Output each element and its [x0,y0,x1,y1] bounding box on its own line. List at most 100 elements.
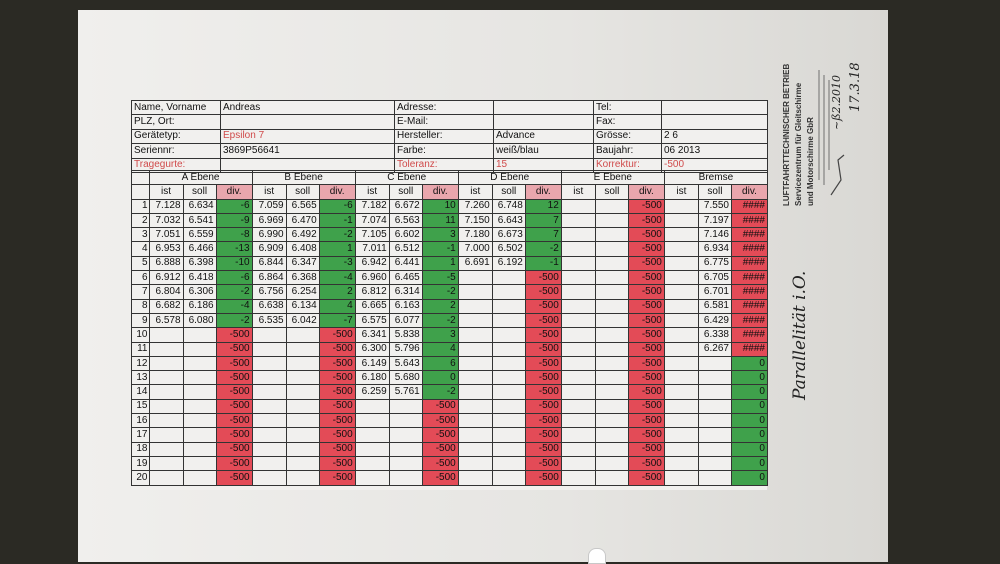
row-number: 2 [131,212,150,229]
cell-div: -500 [627,370,665,386]
cell-div: -500 [627,384,665,400]
row-number: 11 [131,341,150,357]
column-header-div: div. [627,184,665,200]
cell-soll [182,384,217,400]
cell-div: 10 [421,198,459,214]
info-label: E-Mail: [394,114,494,130]
cell-ist [560,398,596,415]
cell-ist [148,455,184,472]
cell-soll: 6.559 [182,227,217,243]
info-value [220,114,395,130]
cell-ist [457,298,493,314]
cell-ist: 7.105 [354,227,390,243]
cell-soll [491,284,526,300]
cell-ist: 7.032 [148,212,184,229]
cell-div: 3 [421,327,459,343]
row-number: 3 [131,227,150,243]
column-header-div: div. [421,184,459,200]
cell-soll [285,413,320,429]
cell-div: -500 [318,355,356,372]
info-label: PLZ, Ort: [131,114,221,130]
cell-div: -500 [627,270,665,286]
cell-div: #### [730,312,768,329]
cell-ist: 6.300 [354,341,390,357]
cell-soll [285,370,320,386]
cell-soll [182,327,217,343]
cell-div: -4 [215,298,253,314]
cell-ist [251,341,287,357]
cell-soll: 6.470 [285,212,320,229]
cell-div: -10 [215,255,253,272]
cell-div: 2 [318,284,356,300]
cell-div: -6 [215,270,253,286]
column-header-soll: soll [182,184,217,200]
cell-soll: 6.441 [388,255,423,272]
cell-soll [388,427,423,443]
cell-soll [285,355,320,372]
cell-ist [148,470,184,486]
cell-soll: 6.267 [697,341,732,357]
cell-div: -3 [318,255,356,272]
info-label: Farbe: [394,143,494,159]
cell-ist [251,427,287,443]
info-label: Grösse: [593,128,662,145]
cell-soll: 6.672 [388,198,423,214]
table-row: 2 7.032 6.541 -9 6.969 6.470 -1 7.074 6.563 11 7.1… [131,212,768,229]
cell-ist [663,227,699,243]
cell-ist [663,427,699,443]
cell-soll [285,341,320,357]
cell-div: #### [730,327,768,343]
cell-ist: 6.638 [251,298,287,314]
cell-div: -500 [215,384,253,400]
cell-soll: 6.541 [182,212,217,229]
cell-ist [251,327,287,343]
cell-soll [491,341,526,357]
cell-soll [182,441,217,457]
info-value [661,114,768,130]
cell-soll: 6.080 [182,312,217,329]
corner-cell [131,184,150,200]
cell-soll [491,298,526,314]
cell-div: -500 [627,441,665,457]
cell-soll [491,413,526,429]
cell-div: #### [730,198,768,214]
info-value: 2 6 [661,128,768,145]
cell-div: -500 [627,284,665,300]
handwritten-date: 17.3.18 [848,62,863,112]
table-row: 13 -500 -500 6.180 5.680 0 -500 -500 0 [131,370,768,386]
cell-soll [594,312,629,329]
cell-soll [388,413,423,429]
table-row: 16 -500 -500 -500 -500 -500 0 [131,413,768,429]
table-row: 4 6.953 6.466 -13 6.909 6.408 1 7.011 6.512 -1 7.0… [131,241,768,257]
cell-div: -500 [318,384,356,400]
cell-ist [354,398,390,415]
cell-div: -500 [524,270,562,286]
cell-div: -1 [524,255,562,272]
cell-ist: 6.812 [354,284,390,300]
cell-div: -500 [318,398,356,415]
cell-div: -500 [421,470,459,486]
cell-ist [560,327,596,343]
info-value: 3869P56641 [220,143,395,159]
cell-ist [663,312,699,329]
info-label: Fax: [593,114,662,130]
cell-div: 1 [318,241,356,257]
cell-ist [148,355,184,372]
cell-div: -500 [627,255,665,272]
column-header-soll: soll [697,184,732,200]
cell-div: 0 [730,441,768,457]
table-row: 10 -500 -500 6.341 5.838 3 -500 -500 6.338 #### [131,327,768,343]
measurement-table: A Ebene B Ebene C Ebene D Ebene E Ebene Brems… [131,169,768,486]
cell-soll [697,384,732,400]
column-header-soll: soll [285,184,320,200]
info-label: Tel: [593,99,662,116]
table-row: 8 6.682 6.186 -4 6.638 6.134 4 6.665 6.163 2 -500 -… [131,298,768,314]
cell-ist [663,355,699,372]
cell-ist [148,441,184,457]
cell-div: 0 [421,370,459,386]
cell-ist: 7.074 [354,212,390,229]
customer-info-table: Name, Vorname Andreas Adresse: Tel: PLZ, Ort… [131,99,768,173]
cell-div: -500 [215,455,253,472]
cell-ist [663,413,699,429]
cell-soll [594,413,629,429]
